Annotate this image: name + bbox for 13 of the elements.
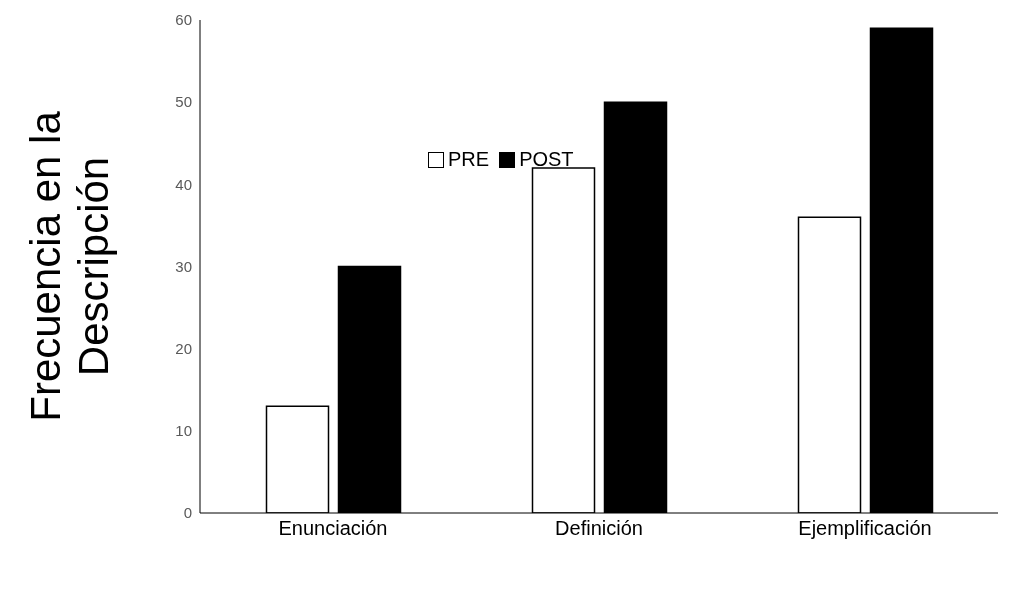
legend-label: PRE [448,148,490,171]
y-tick-label: 10 [175,422,192,440]
y-tick-label: 20 [175,339,192,357]
y-tick-label: 60 [175,11,192,29]
y-tick-label: 0 [183,504,192,522]
x-tick-label: Ejemplificación [798,517,932,540]
y-tick-label: 30 [175,257,192,275]
x-tick-label: Enunciación [278,517,388,540]
y-tick-label: 40 [175,175,192,193]
y-axis-title: Frecuencia en la Descripción [22,110,117,422]
legend-label: POST [519,148,574,171]
x-tick-label: Definición [555,517,643,540]
y-tick-label: 50 [175,93,192,111]
